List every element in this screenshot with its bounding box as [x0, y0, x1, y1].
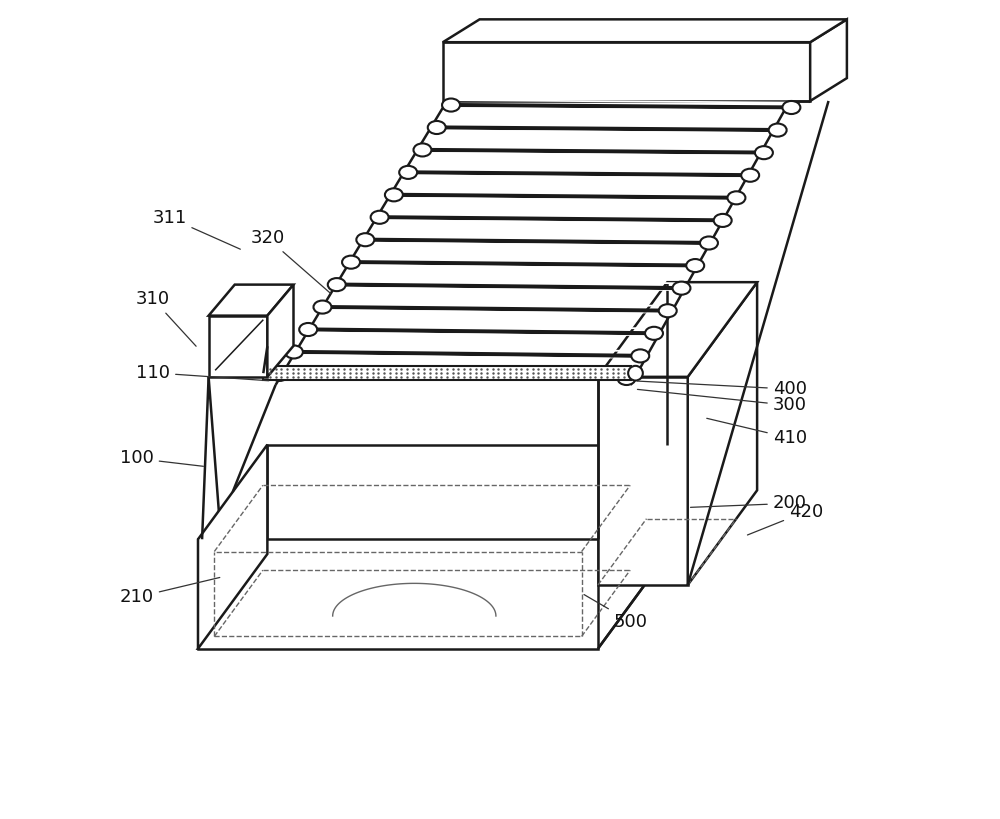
- Ellipse shape: [727, 192, 745, 205]
- Ellipse shape: [313, 301, 331, 314]
- Ellipse shape: [645, 327, 663, 340]
- Ellipse shape: [700, 237, 718, 250]
- Polygon shape: [598, 283, 757, 377]
- Ellipse shape: [428, 121, 446, 134]
- Polygon shape: [688, 283, 757, 585]
- Ellipse shape: [782, 101, 800, 114]
- Text: 310: 310: [136, 290, 196, 346]
- Ellipse shape: [342, 256, 360, 269]
- Text: 420: 420: [747, 503, 823, 535]
- Text: 320: 320: [250, 229, 331, 293]
- Polygon shape: [209, 315, 267, 377]
- Text: 200: 200: [691, 495, 807, 513]
- Polygon shape: [598, 377, 688, 585]
- Polygon shape: [198, 539, 598, 649]
- Ellipse shape: [371, 210, 389, 224]
- Polygon shape: [443, 43, 810, 101]
- Ellipse shape: [631, 350, 649, 363]
- Text: 300: 300: [637, 389, 807, 414]
- Ellipse shape: [672, 282, 690, 295]
- Polygon shape: [267, 285, 293, 377]
- Polygon shape: [209, 285, 293, 315]
- Circle shape: [628, 366, 643, 381]
- Polygon shape: [810, 20, 847, 101]
- Text: 311: 311: [152, 209, 240, 249]
- Ellipse shape: [686, 259, 704, 272]
- Text: 500: 500: [584, 595, 648, 631]
- Text: 400: 400: [637, 380, 807, 398]
- Polygon shape: [263, 366, 631, 380]
- Polygon shape: [198, 445, 267, 649]
- Ellipse shape: [769, 124, 787, 137]
- Ellipse shape: [271, 368, 289, 381]
- Text: 410: 410: [707, 419, 807, 447]
- Ellipse shape: [299, 323, 317, 336]
- Ellipse shape: [714, 214, 732, 227]
- Ellipse shape: [618, 372, 635, 385]
- Polygon shape: [198, 554, 667, 649]
- Polygon shape: [443, 20, 847, 43]
- Ellipse shape: [755, 146, 773, 159]
- Ellipse shape: [741, 169, 759, 182]
- Ellipse shape: [328, 278, 346, 291]
- Ellipse shape: [659, 304, 677, 317]
- Text: 100: 100: [120, 450, 203, 468]
- Ellipse shape: [399, 166, 417, 179]
- Ellipse shape: [285, 346, 303, 359]
- Ellipse shape: [356, 233, 374, 247]
- Ellipse shape: [442, 98, 460, 111]
- Polygon shape: [267, 445, 667, 554]
- Text: 110: 110: [136, 364, 269, 382]
- Text: 210: 210: [120, 577, 220, 606]
- Ellipse shape: [385, 188, 403, 201]
- Ellipse shape: [413, 143, 431, 156]
